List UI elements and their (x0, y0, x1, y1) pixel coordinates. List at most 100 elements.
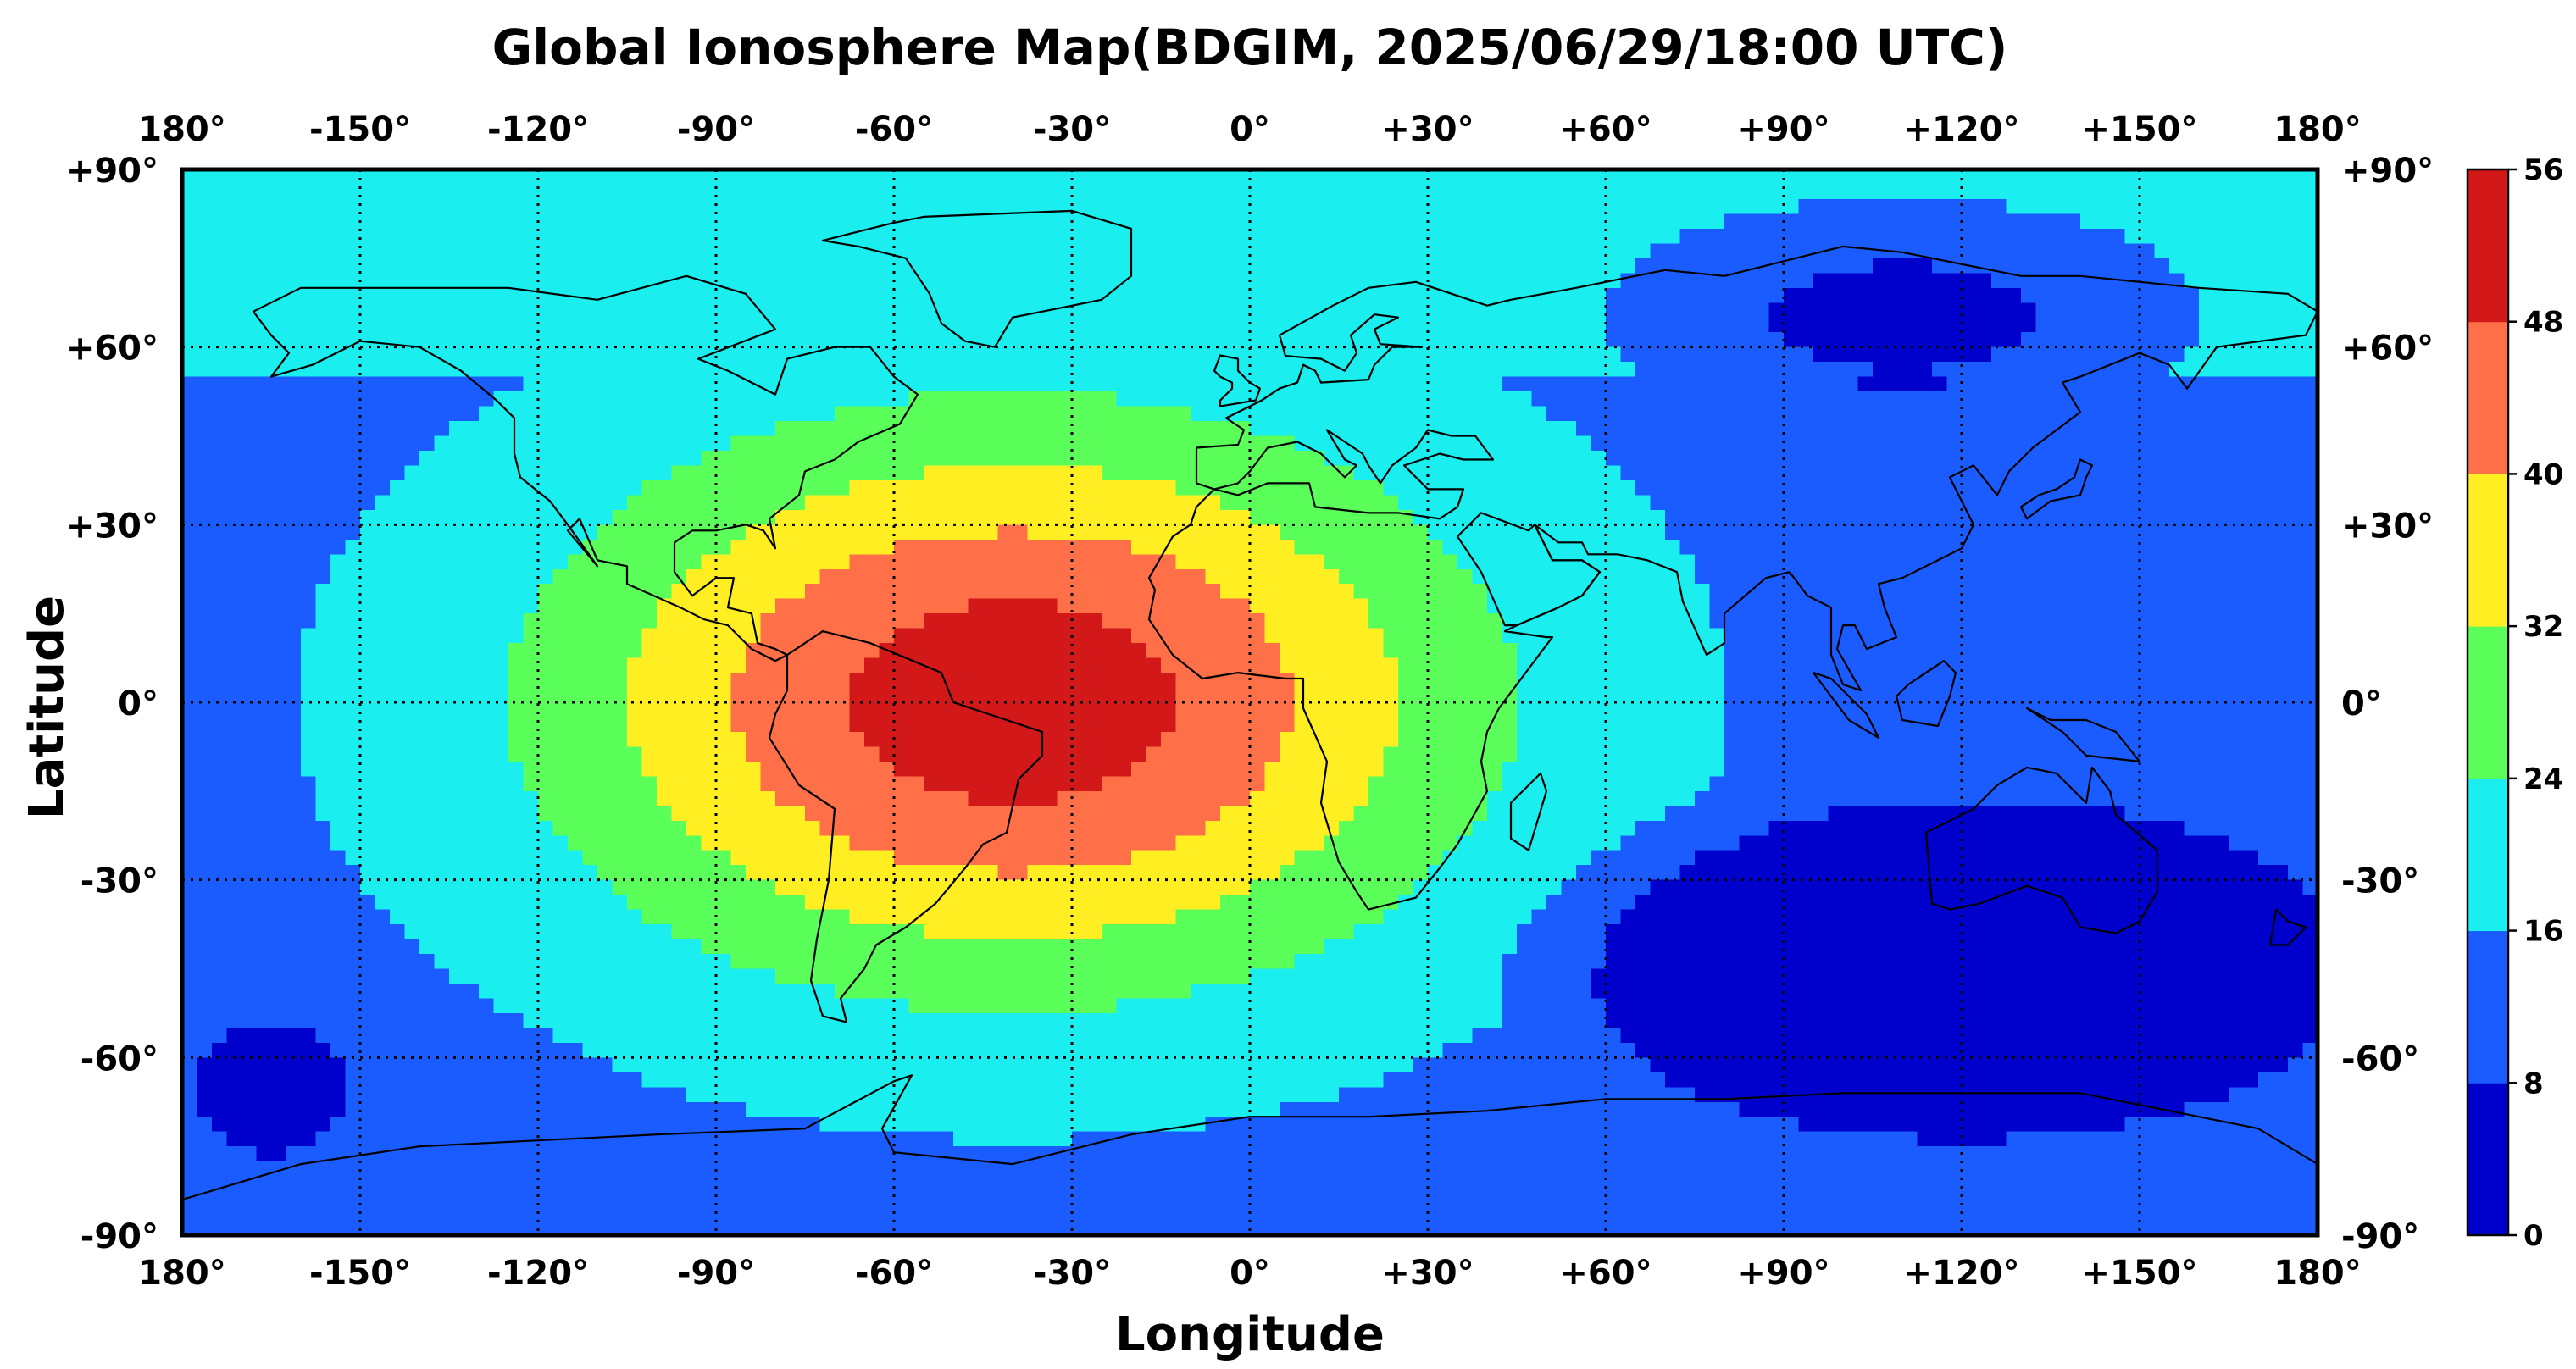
tec-cell (671, 584, 806, 600)
tec-cell (508, 717, 628, 733)
tec-cell (641, 628, 762, 644)
tec-cell (1027, 865, 1280, 881)
tec-cell (775, 421, 1251, 437)
tec-cell (345, 539, 584, 555)
tec-cell (2006, 198, 2318, 215)
tec-cell (1205, 568, 1340, 585)
tec-cell (2229, 835, 2318, 851)
coastlines (181, 209, 2319, 1201)
tec-cell (493, 391, 910, 407)
tec-cell (1280, 657, 1399, 673)
tec-cell (641, 479, 851, 496)
tec-cell (1398, 731, 1518, 748)
tec-cell (953, 1131, 1073, 1147)
tec-cell (1576, 865, 1681, 881)
colorbar-tick-label: 56 (2523, 153, 2563, 187)
tec-cell (1591, 983, 2318, 1000)
tec-cell (1116, 391, 1533, 407)
tec-cell (924, 776, 1102, 792)
tec-cell (1502, 968, 1592, 984)
tec-cell (1857, 376, 1948, 392)
tec-cell (1502, 776, 1711, 792)
tec-cell (1768, 317, 2037, 333)
x-tick-label-bottom: +150° (2081, 1254, 2197, 1293)
tec-cell (1620, 465, 2318, 481)
tec-cell (701, 554, 851, 570)
tec-cell (1383, 479, 1636, 496)
tec-cell (746, 746, 880, 762)
tec-cell (182, 746, 302, 762)
colorbar-segment (2468, 169, 2508, 323)
tec-cell (315, 776, 525, 792)
x-tick-label-bottom: -30° (1033, 1254, 1111, 1293)
tec-cell (1383, 1072, 1666, 1088)
tec-cell (390, 479, 643, 496)
y-tick-label-left: -30° (80, 862, 158, 901)
tec-cell (1205, 1117, 1800, 1133)
tec-cell (523, 761, 643, 777)
tec-cell (1517, 687, 1725, 703)
tec-cell (1131, 761, 1266, 777)
tec-cell (1146, 643, 1280, 659)
chart-title: Global Ionosphere Map(BDGIM, 2025/06/29/… (492, 19, 2008, 76)
y-tick-label-left: +90° (66, 152, 158, 191)
colorbar-segment (2468, 321, 2508, 474)
tec-cell (182, 1146, 258, 1162)
tec-cell (641, 761, 762, 777)
tec-cell (479, 406, 836, 422)
tec-cell (1695, 850, 2259, 866)
tec-cell (1813, 273, 1992, 289)
tec-cell (1102, 924, 1355, 940)
tec-cell (1946, 376, 2318, 392)
tec-cell (1650, 243, 2156, 259)
tec-cell (212, 1042, 331, 1058)
tec-cell (671, 924, 924, 940)
tec-cell (1250, 598, 1369, 614)
tec-cell (2006, 1131, 2318, 1147)
x-tick-label-bottom: -120° (487, 1254, 589, 1293)
tec-cell (256, 1146, 287, 1162)
tec-cell (182, 924, 406, 940)
tec-cell (1768, 302, 2037, 319)
tec-cell (1294, 673, 1399, 689)
tec-cell (1679, 228, 2126, 244)
tec-cell (1502, 761, 1725, 777)
tec-cell (2169, 258, 2318, 274)
y-tick-labels-left: +90° +60° +30° 0° -30° -60° -90° (66, 152, 158, 1256)
coastline-japan (2019, 458, 2094, 520)
tec-cell (2258, 1072, 2318, 1088)
tec-cell (2199, 317, 2318, 333)
tec-cell (805, 806, 1221, 822)
tec-cell (612, 1057, 1414, 1073)
tec-cell (182, 657, 302, 673)
x-tick-label-top: -30° (1033, 110, 1111, 149)
tec-cell (1665, 509, 2318, 525)
tec-cell (1353, 806, 1488, 822)
tec-cell (1620, 346, 1814, 363)
tec-cell (1546, 895, 1636, 911)
tec-cell (1398, 702, 1518, 718)
tec-cell (182, 702, 302, 718)
tec-cell (1709, 776, 2318, 792)
tec-cell (182, 687, 302, 703)
tec-cell (2184, 820, 2318, 836)
tec-cell (182, 879, 361, 895)
tec-cell (701, 835, 851, 851)
tec-cell (1724, 702, 2318, 718)
tec-cell (1413, 509, 1666, 525)
tec-cell (2154, 243, 2318, 259)
tec-cell (1339, 568, 1474, 585)
tec-cell (1724, 213, 2081, 230)
tec-cell (1057, 790, 1251, 806)
tec-cell (375, 895, 628, 911)
tec-cell (1561, 879, 1652, 895)
tec-cell (1280, 643, 1385, 659)
x-tick-labels-bottom: 180° -150° -120° -90° -60° -30° 0° +30° +60° +90°… (138, 1254, 2362, 1293)
tec-cell (1768, 820, 2185, 836)
x-tick-label-bottom: 180° (2273, 1254, 2362, 1293)
tec-cell (1116, 998, 1503, 1014)
tec-heatmap (182, 169, 2318, 1236)
tec-cell (775, 509, 1251, 525)
tec-cell (641, 1072, 1385, 1088)
tec-cell (1695, 790, 2318, 806)
